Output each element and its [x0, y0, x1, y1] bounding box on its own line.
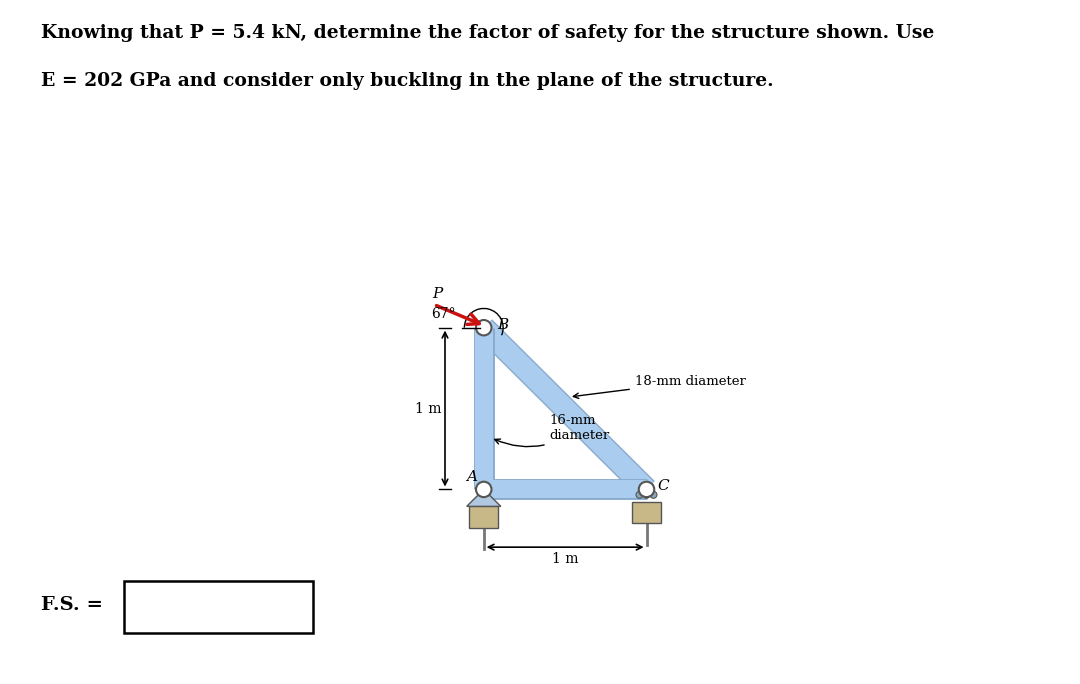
Text: P: P — [432, 287, 442, 301]
Polygon shape — [467, 490, 501, 506]
FancyBboxPatch shape — [632, 502, 661, 523]
Circle shape — [636, 491, 643, 498]
Text: B: B — [497, 317, 509, 332]
Circle shape — [643, 491, 650, 498]
FancyBboxPatch shape — [469, 506, 499, 528]
Text: F.S. =: F.S. = — [41, 596, 103, 614]
Text: C: C — [658, 479, 669, 492]
Text: 1 m: 1 m — [415, 402, 442, 416]
Circle shape — [476, 482, 491, 497]
Circle shape — [650, 491, 657, 498]
Text: 18-mm diameter: 18-mm diameter — [573, 375, 746, 398]
Text: E = 202 GPa and consider only buckling in the plane of the structure.: E = 202 GPa and consider only buckling i… — [41, 72, 773, 90]
Circle shape — [638, 482, 654, 497]
Circle shape — [476, 320, 491, 335]
Text: Knowing that P = 5.4 kN, determine the factor of safety for the structure shown.: Knowing that P = 5.4 kN, determine the f… — [41, 24, 934, 42]
Text: 16-mm
diameter: 16-mm diameter — [495, 414, 610, 447]
Text: A: A — [467, 470, 477, 484]
Text: 67°: 67° — [431, 307, 456, 321]
Text: 1 m: 1 m — [552, 553, 579, 566]
